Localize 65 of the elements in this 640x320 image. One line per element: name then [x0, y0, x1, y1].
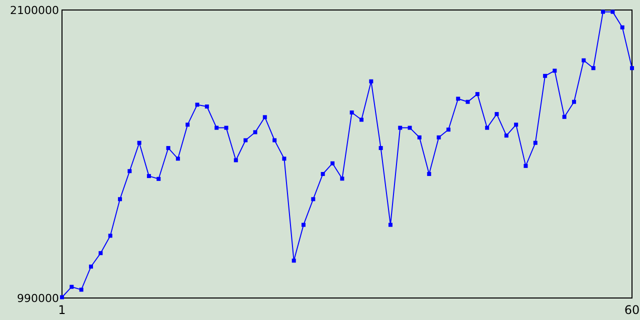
point [176, 156, 180, 161]
y-tick-label: 990000 [17, 292, 59, 305]
point [214, 126, 219, 130]
point [562, 114, 566, 119]
point [466, 100, 470, 104]
point [311, 197, 316, 202]
point [234, 158, 238, 162]
point [504, 134, 508, 138]
point [320, 172, 325, 176]
point [204, 104, 209, 109]
point [137, 140, 142, 145]
point [79, 288, 84, 292]
point [195, 102, 200, 107]
point [427, 172, 432, 176]
point [128, 169, 132, 174]
point [408, 126, 412, 130]
line-series [60, 10, 634, 300]
point [166, 146, 170, 150]
y-tick-label: 2100000 [10, 4, 59, 17]
point [156, 176, 161, 181]
point [398, 126, 402, 130]
point [388, 222, 392, 227]
point [436, 135, 441, 140]
x-tick-label: 1 [58, 303, 66, 317]
x-tick-label: 60 [624, 303, 640, 317]
point [108, 234, 112, 238]
point [524, 164, 528, 168]
point [591, 66, 596, 70]
point [60, 295, 64, 300]
point [253, 130, 258, 134]
point [494, 112, 499, 116]
point [118, 197, 122, 202]
point [359, 118, 364, 122]
point [272, 138, 277, 142]
point [302, 222, 306, 227]
point [620, 25, 624, 30]
point [475, 92, 480, 96]
point [224, 126, 228, 130]
point [70, 284, 74, 289]
point [456, 96, 460, 101]
point [446, 128, 450, 132]
point [350, 110, 354, 114]
point [378, 146, 383, 150]
point [610, 10, 615, 14]
point [485, 126, 490, 130]
point [88, 264, 93, 269]
point [330, 161, 335, 166]
point [369, 79, 374, 84]
point [582, 58, 586, 62]
point [98, 251, 103, 256]
point [514, 122, 518, 127]
point [262, 115, 267, 120]
point [630, 66, 634, 70]
point [292, 258, 296, 263]
point [572, 100, 576, 104]
point [146, 174, 151, 178]
point [552, 68, 557, 73]
point [417, 135, 422, 140]
point [601, 10, 606, 14]
point [340, 176, 344, 181]
point [244, 138, 248, 142]
point [282, 156, 286, 161]
point [533, 140, 538, 145]
point [186, 122, 190, 127]
point [543, 74, 548, 78]
